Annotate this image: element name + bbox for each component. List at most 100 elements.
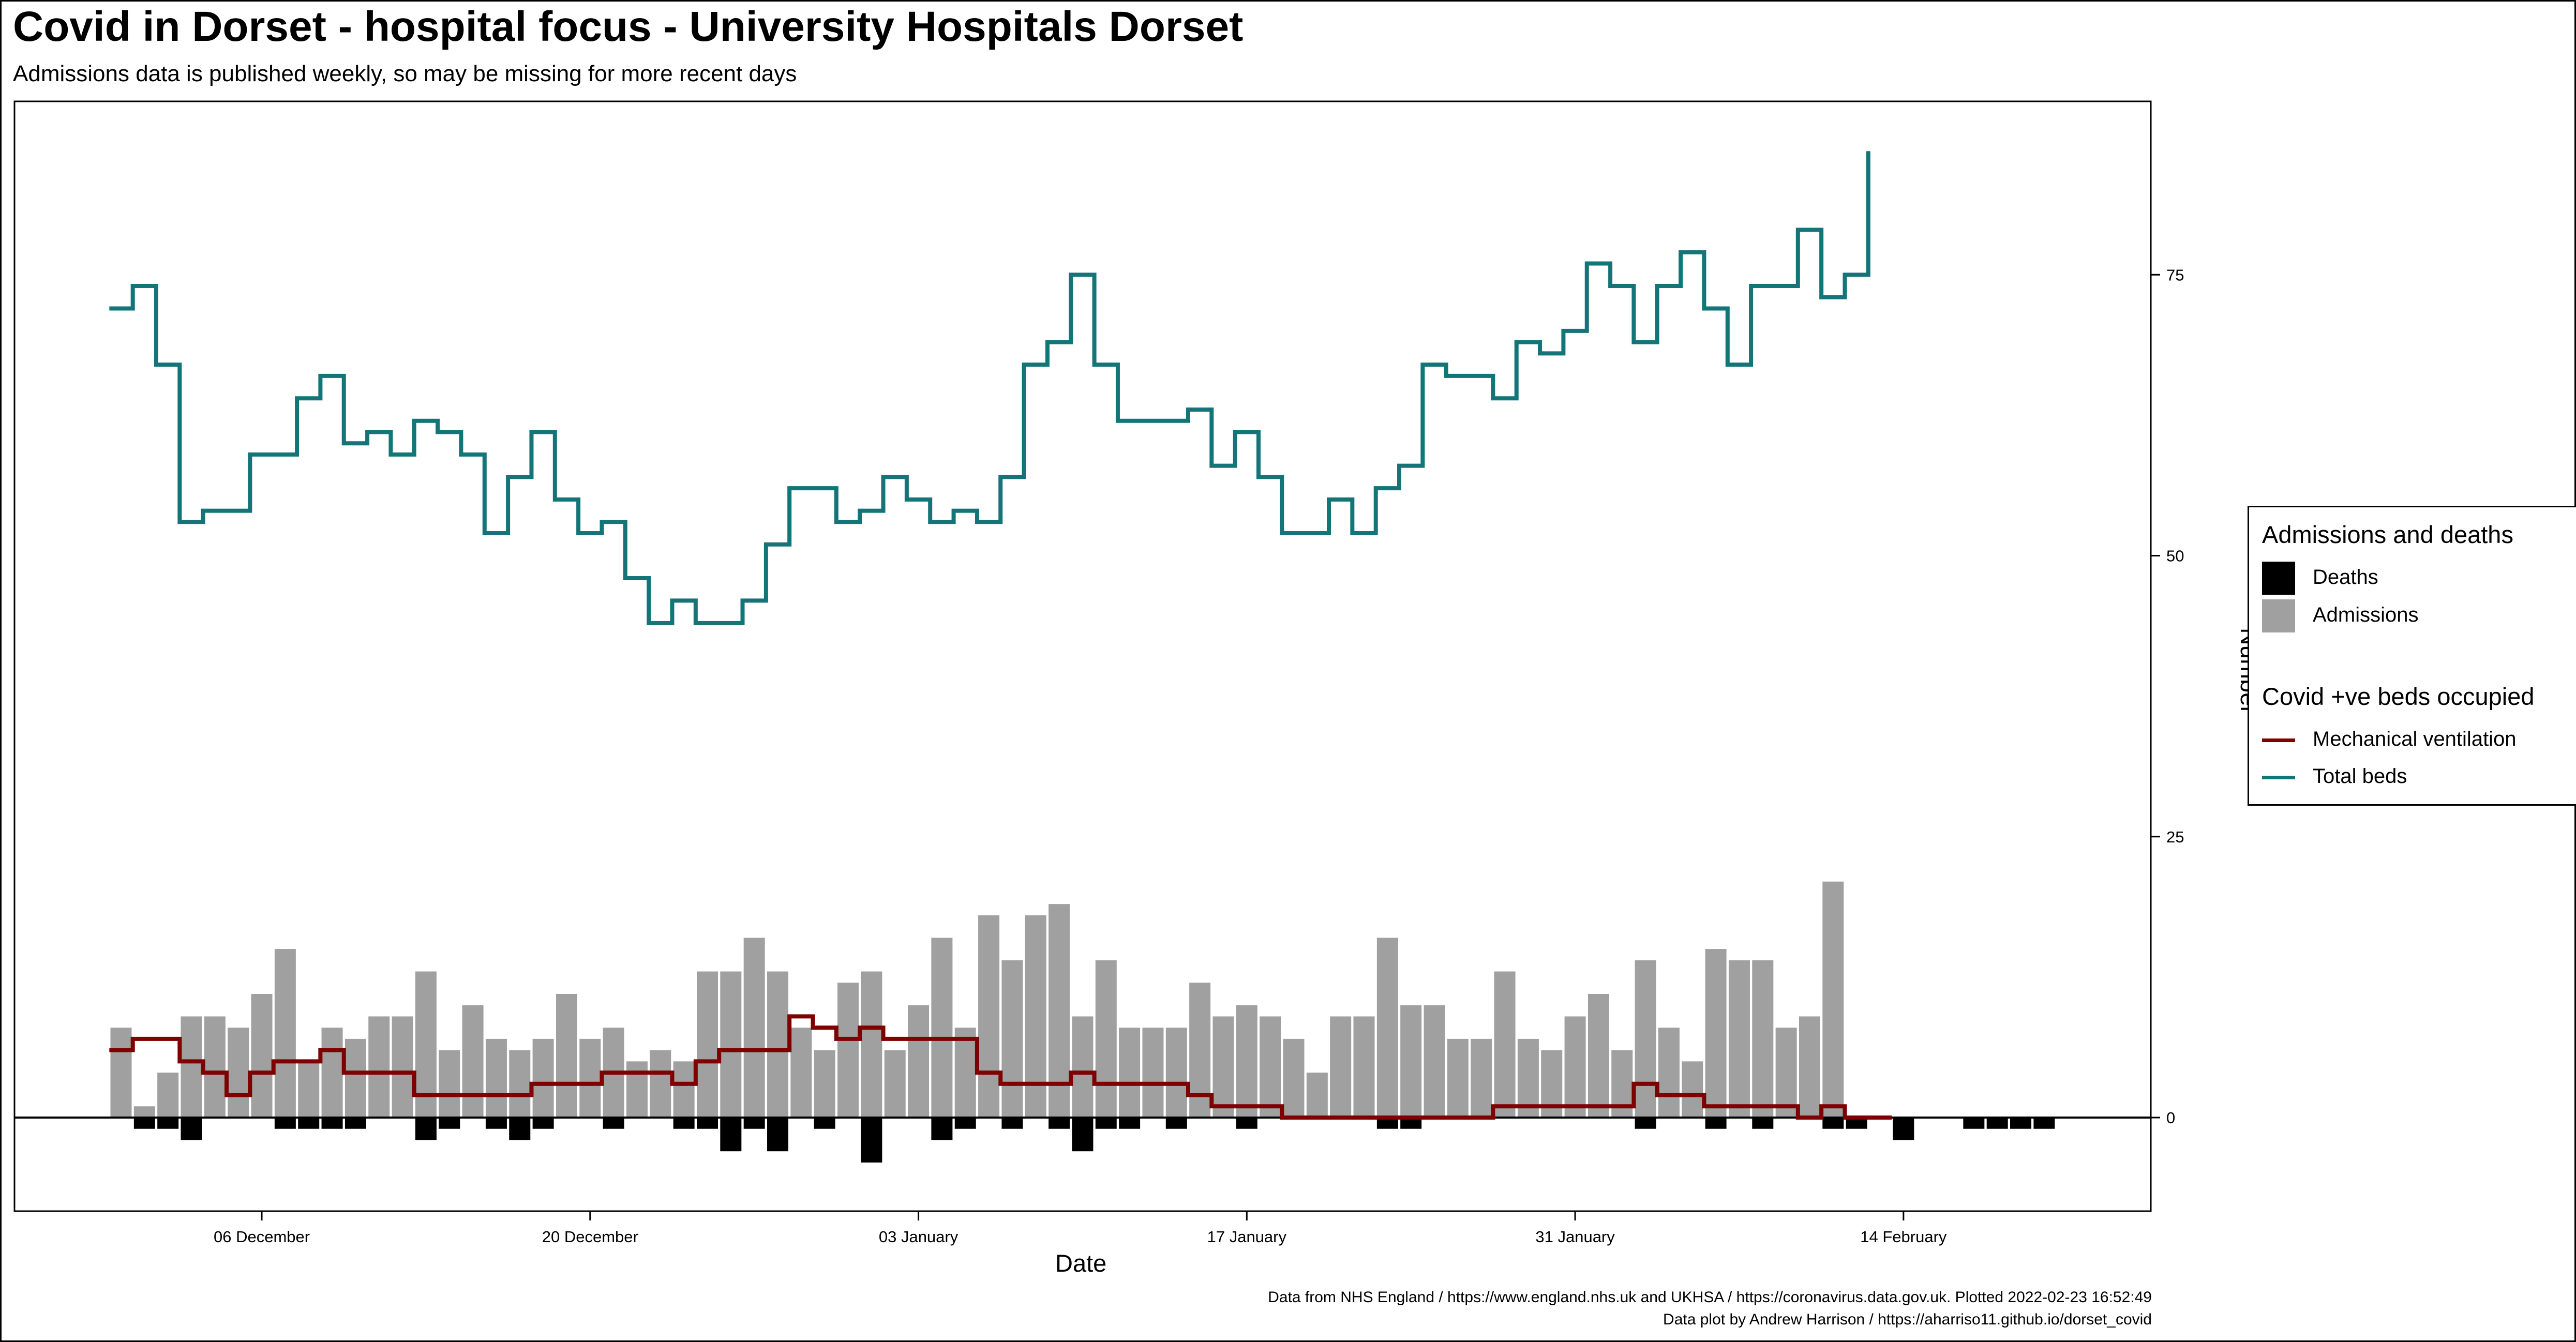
deaths-bar xyxy=(1001,1118,1023,1129)
legend-swatch-deaths xyxy=(2262,562,2295,595)
admissions-bar xyxy=(743,938,765,1118)
deaths-bar xyxy=(321,1118,343,1129)
admissions-bar xyxy=(1353,1016,1375,1118)
deaths-bar xyxy=(181,1118,202,1140)
admissions-bar xyxy=(673,1061,695,1118)
deaths-bar xyxy=(485,1118,507,1129)
chart-title: Covid in Dorset - hospital focus - Unive… xyxy=(13,3,1244,50)
admissions-bar xyxy=(1376,938,1398,1118)
admissions-bar xyxy=(157,1073,179,1118)
deaths-bar xyxy=(931,1118,953,1140)
admissions-bar xyxy=(181,1016,202,1118)
admissions-bar xyxy=(861,971,882,1118)
admissions-bar xyxy=(1635,960,1656,1118)
deaths-bar xyxy=(1236,1118,1257,1129)
admissions-bar xyxy=(1189,983,1211,1118)
admissions-bar xyxy=(1119,1028,1141,1118)
legend-swatch-admissions xyxy=(2262,599,2295,632)
deaths-bar xyxy=(1986,1118,2008,1129)
admissions-bar xyxy=(1025,915,1046,1118)
admissions-bar xyxy=(1752,960,1774,1118)
deaths-bar xyxy=(1893,1118,1914,1140)
admissions-bar xyxy=(1728,960,1750,1118)
legend-label-admissions: Admissions xyxy=(2313,604,2419,626)
admissions-bar xyxy=(1400,1005,1422,1118)
x-axis-title: Date xyxy=(1055,1249,1107,1277)
deaths-bar xyxy=(1400,1118,1422,1129)
admissions-bar xyxy=(978,915,1000,1118)
deaths-bar xyxy=(720,1118,742,1152)
deaths-bar xyxy=(1752,1118,1774,1129)
deaths-bar xyxy=(2033,1118,2055,1129)
deaths-bar xyxy=(298,1118,320,1129)
admissions-bar xyxy=(626,1061,648,1118)
deaths-bar xyxy=(1119,1118,1141,1129)
admissions-bar xyxy=(274,949,296,1118)
admissions-bar xyxy=(650,1050,671,1118)
admissions-bar xyxy=(556,993,577,1118)
deaths-bar xyxy=(1072,1118,1094,1152)
total-beds-line xyxy=(109,151,1870,625)
deaths-bar xyxy=(697,1118,718,1129)
admissions-bar xyxy=(767,971,789,1118)
deaths-bar xyxy=(133,1118,155,1129)
deaths-bar xyxy=(509,1118,531,1140)
admissions-bar xyxy=(908,1005,930,1118)
admissions-bar xyxy=(1471,1038,1492,1118)
deaths-bar xyxy=(1049,1118,1070,1129)
deaths-bar xyxy=(1705,1118,1727,1129)
admissions-bar xyxy=(954,1028,976,1118)
admissions-bar xyxy=(485,1038,507,1118)
legend-swatch-ventilation xyxy=(2262,738,2295,742)
legend: Admissions and deaths Deaths Admissions … xyxy=(2248,506,2576,806)
admissions-bar xyxy=(1072,1016,1094,1118)
deaths-bar xyxy=(767,1118,789,1152)
admissions-bar xyxy=(532,1038,554,1118)
admissions-bar xyxy=(1447,1038,1469,1118)
admissions-bar xyxy=(579,1038,601,1118)
deaths-bar xyxy=(157,1118,179,1129)
admissions-bar xyxy=(1306,1073,1328,1118)
admissions-bar xyxy=(1658,1028,1680,1118)
admissions-bar xyxy=(790,1028,812,1118)
y-tick-label: 25 xyxy=(2166,828,2184,846)
admissions-bar xyxy=(1682,1061,1703,1118)
admissions-bar xyxy=(720,971,742,1118)
admissions-bar xyxy=(298,1061,320,1118)
deaths-bar xyxy=(1376,1118,1398,1129)
x-tick-label: 31 January xyxy=(1535,1228,1615,1246)
admissions-bar xyxy=(392,1016,413,1118)
legend-label-ventilation: Mechanical ventilation xyxy=(2313,728,2517,750)
deaths-bar xyxy=(1165,1118,1187,1129)
x-tick-label: 06 December xyxy=(214,1228,310,1246)
admissions-bar xyxy=(228,1028,249,1118)
admissions-bar xyxy=(697,971,718,1118)
legend-label-total-beds: Total beds xyxy=(2313,765,2407,788)
x-tick-label: 03 January xyxy=(879,1228,958,1246)
plot-panel xyxy=(13,100,2152,1212)
admissions-bar xyxy=(1330,1016,1352,1118)
legend-group-admissions-deaths-title: Admissions and deaths xyxy=(2262,521,2513,548)
y-tick-label: 75 xyxy=(2166,266,2184,284)
admissions-bar xyxy=(204,1016,226,1118)
deaths-bar xyxy=(603,1118,624,1129)
admissions-bar xyxy=(1142,1028,1164,1118)
deaths-bar xyxy=(1822,1118,1844,1129)
deaths-bar xyxy=(415,1118,437,1140)
admissions-bar xyxy=(1705,949,1727,1118)
admissions-bar xyxy=(1587,993,1609,1118)
deaths-bar xyxy=(814,1118,835,1129)
admissions-bar xyxy=(462,1005,484,1118)
admissions-bar xyxy=(110,1028,132,1118)
deaths-bar xyxy=(439,1118,460,1129)
admissions-bar xyxy=(251,993,273,1118)
admissions-bar xyxy=(1494,971,1516,1118)
admissions-bar xyxy=(439,1050,460,1118)
admissions-bar xyxy=(1424,1005,1445,1118)
author-caption: Data plot by Andrew Harrison / https://a… xyxy=(1663,1311,2152,1328)
deaths-bar xyxy=(532,1118,554,1129)
deaths-bar xyxy=(1635,1118,1656,1129)
deaths-bar xyxy=(1846,1118,1867,1129)
chart-subtitle: Admissions data is published weekly, so … xyxy=(13,61,797,86)
deaths-bar xyxy=(954,1118,976,1129)
